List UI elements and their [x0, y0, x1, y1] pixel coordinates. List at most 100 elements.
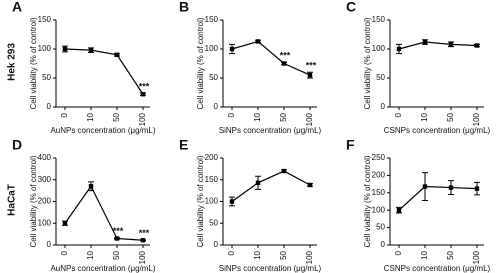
y-tick-label: 250 [372, 153, 386, 162]
x-tick-label: 0 [60, 250, 69, 255]
x-tick-label: 10 [86, 250, 95, 259]
x-tick-label: 100 [138, 112, 147, 126]
data-point [255, 39, 261, 44]
series-line [64, 48, 144, 95]
data-point [307, 182, 313, 188]
data-point [422, 39, 428, 45]
series-line [231, 40, 311, 76]
y-axis-label: Cell viability (% of control) [29, 155, 38, 247]
significance-label: *** [139, 228, 150, 238]
x-tick-label: 0 [394, 112, 403, 117]
x-axis-label: CSNPs concentration (μg/mL) [384, 264, 491, 273]
row-label: Hek 293 [7, 43, 18, 81]
data-point [422, 184, 428, 189]
data-point [255, 180, 261, 185]
x-tick-label: 50 [112, 112, 121, 121]
y-axis-label: Cell viability (% of control) [29, 17, 38, 109]
data-point [62, 46, 68, 52]
x-axis-label: AuNPs concentration (μg/mL) [50, 264, 155, 273]
y-tick-label: 150 [38, 15, 52, 24]
y-tick-label: 150 [372, 188, 386, 197]
x-tick-label: 10 [420, 250, 429, 259]
y-tick-label: 100 [205, 197, 219, 206]
panel-letter: F [346, 137, 355, 153]
x-tick-label: 50 [279, 250, 288, 259]
row-label: HaCaT [7, 184, 18, 216]
y-axis-label: Cell viability (% of control) [196, 17, 205, 109]
y-tick-label: 150 [205, 175, 219, 184]
data-point [229, 199, 235, 204]
x-axis-label: AuNPs concentration (μg/mL) [50, 126, 155, 135]
data-point [229, 46, 235, 52]
x-axis-label: SiNPs concentration (μg/mL) [219, 126, 322, 135]
y-axis-label: Cell viability (% of control) [363, 17, 372, 109]
x-tick-label: 100 [472, 250, 481, 264]
panel-letter: E [179, 137, 188, 153]
x-tick-label: 50 [112, 250, 121, 259]
x-axis-label: SiNPs concentration (μg/mL) [219, 264, 322, 273]
data-point [448, 42, 454, 47]
x-tick-label: 0 [394, 250, 403, 255]
y-axis-label: Cell viability (% of control) [363, 155, 372, 247]
significance-label: *** [113, 226, 124, 236]
series-line [231, 170, 311, 202]
y-tick-label: 400 [38, 153, 52, 162]
significance-label: *** [139, 81, 150, 91]
y-tick-label: 100 [372, 205, 386, 214]
y-tick-label: 200 [372, 171, 386, 180]
y-tick-label: 200 [205, 153, 219, 162]
x-tick-label: 10 [420, 112, 429, 121]
x-tick-label: 50 [279, 112, 288, 121]
significance-label: *** [306, 61, 317, 71]
data-point [281, 168, 287, 174]
x-tick-label: 100 [472, 112, 481, 126]
data-point [396, 46, 402, 52]
x-tick-label: 100 [305, 112, 314, 126]
significance-label: *** [280, 51, 291, 61]
panel-letter: B [179, 0, 189, 15]
y-tick-label: 300 [38, 175, 52, 184]
x-tick-label: 10 [253, 250, 262, 259]
y-tick-label: 100 [205, 44, 219, 53]
data-point [88, 47, 94, 53]
data-point [62, 221, 68, 226]
series-line [398, 185, 478, 211]
x-tick-label: 0 [227, 112, 236, 117]
x-tick-label: 100 [305, 250, 314, 264]
y-tick-label: 0 [47, 240, 52, 249]
data-point [474, 186, 480, 191]
data-point [474, 43, 480, 48]
data-point [140, 238, 146, 243]
series-line [64, 185, 144, 241]
x-tick-label: 50 [446, 112, 455, 121]
y-tick-label: 50 [42, 73, 51, 82]
y-tick-label: 200 [38, 197, 52, 206]
data-point [140, 92, 146, 97]
y-tick-label: 100 [38, 218, 52, 227]
y-tick-label: 100 [38, 44, 52, 53]
y-tick-label: 50 [376, 223, 385, 232]
y-tick-label: 0 [214, 102, 219, 111]
y-tick-label: 50 [209, 73, 218, 82]
data-point [114, 236, 120, 241]
panel-letter: D [12, 137, 22, 153]
y-tick-label: 0 [381, 240, 386, 249]
x-tick-label: 50 [446, 250, 455, 259]
x-tick-label: 100 [138, 250, 147, 264]
y-tick-label: 100 [372, 44, 386, 53]
x-axis-label: CSNPs concentration (μg/mL) [384, 126, 491, 135]
x-tick-label: 10 [86, 112, 95, 121]
y-tick-label: 0 [381, 102, 386, 111]
y-tick-label: 150 [372, 15, 386, 24]
series-line [398, 41, 478, 50]
x-tick-label: 0 [60, 112, 69, 117]
y-tick-label: 0 [214, 240, 219, 249]
data-point [88, 184, 94, 189]
data-point [114, 52, 120, 57]
data-point [281, 61, 287, 66]
y-tick-label: 50 [209, 218, 218, 227]
y-tick-label: 50 [376, 73, 385, 82]
data-point [307, 72, 313, 78]
panel-letter: C [346, 0, 356, 15]
